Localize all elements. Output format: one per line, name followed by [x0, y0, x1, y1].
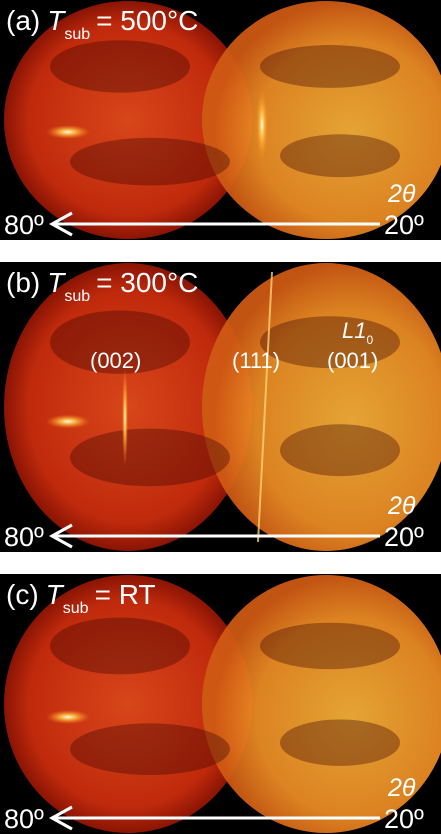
shadow — [280, 134, 400, 177]
panel-label: (b) — [6, 267, 40, 298]
subscript: sub — [63, 600, 89, 617]
phase: L1 — [342, 318, 366, 343]
axis-label: 2θ — [387, 180, 416, 208]
angle-left: 80º — [4, 804, 44, 834]
condition: = 300°C — [96, 267, 198, 298]
bright-spot — [46, 710, 90, 724]
shadow — [70, 723, 230, 775]
shadow — [280, 424, 400, 476]
shadow — [50, 618, 190, 675]
subscript: sub — [64, 26, 90, 43]
condition: = 500°C — [96, 5, 198, 36]
bright-spot — [46, 125, 90, 139]
axis-label: 2θ — [387, 774, 416, 802]
streak — [256, 89, 268, 161]
shadow — [70, 138, 230, 186]
phase-subscript: 0 — [366, 333, 373, 347]
shadow — [280, 719, 400, 765]
shadow — [70, 429, 230, 487]
panel-label: (a) — [6, 5, 40, 36]
angle-right: 20º — [384, 804, 424, 834]
shadow — [260, 45, 400, 88]
panel-label: (c) — [6, 579, 39, 610]
subscript: sub — [64, 288, 90, 305]
shadow — [50, 40, 190, 92]
angle-right: 20º — [384, 210, 424, 240]
peak-label: (111) — [232, 348, 280, 373]
condition: = RT — [95, 579, 156, 610]
shadow — [260, 623, 400, 669]
axis-label: 2θ — [387, 492, 416, 520]
bright-spot — [46, 415, 90, 429]
streak — [122, 367, 128, 467]
angle-left: 80º — [4, 522, 44, 552]
peak-label: (001) — [327, 348, 378, 373]
angle-right: 20º — [384, 522, 424, 552]
figure: (a)Tsub= 500°C80º20º2θ(002)(111)(001)L10… — [0, 0, 441, 834]
angle-left: 80º — [4, 210, 44, 240]
peak-label: (002) — [90, 348, 141, 373]
